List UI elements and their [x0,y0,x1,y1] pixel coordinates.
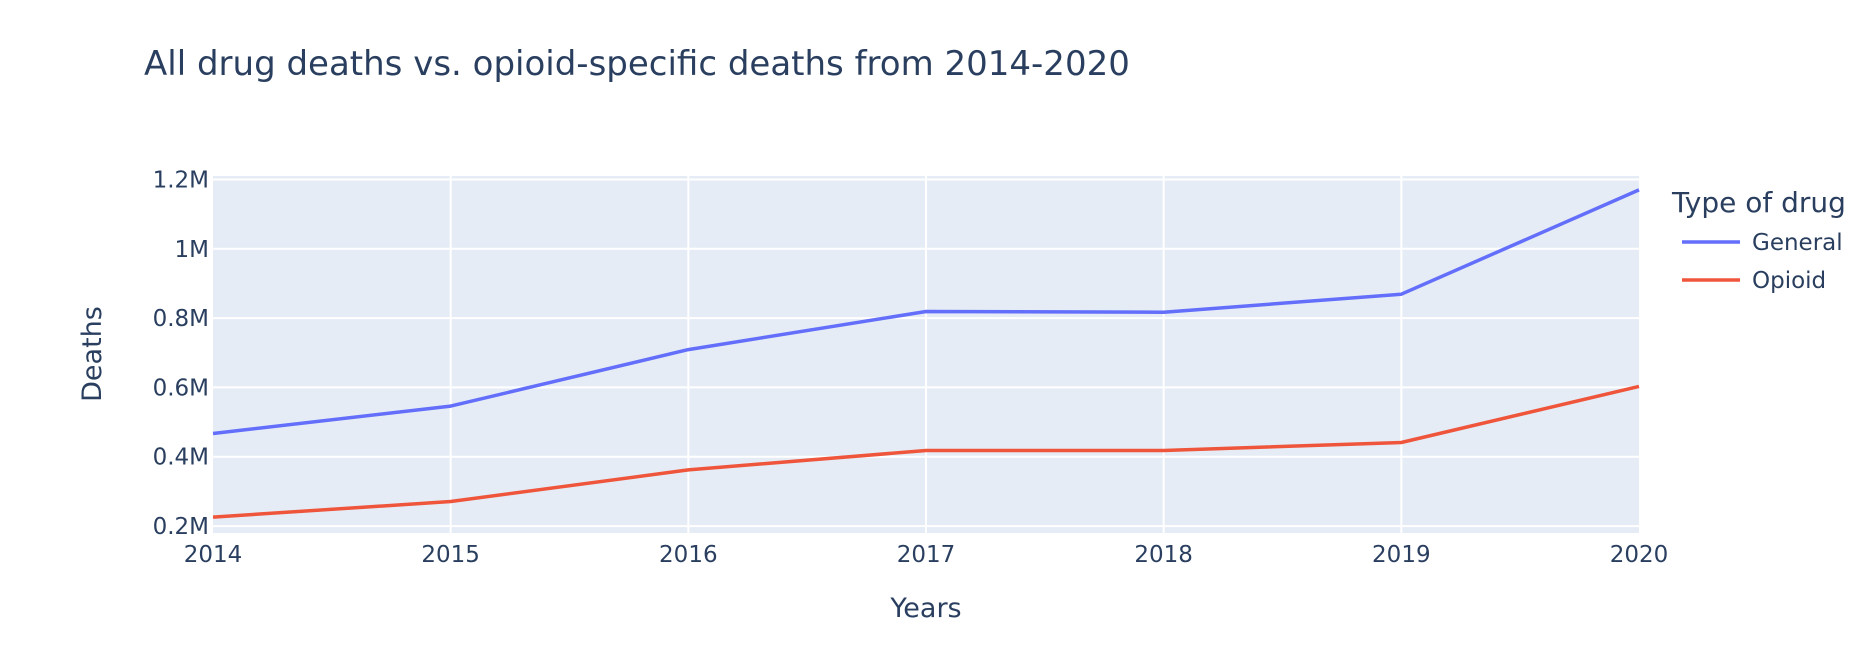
x-tick-label: 2015 [421,542,480,568]
x-axis-ticks: 2014 2015 2016 2017 2018 2019 2020 [184,542,1669,568]
y-tick-label: 0.6M [153,375,209,401]
x-tick-label: 2017 [897,542,956,568]
x-axis-title: Years [889,593,961,624]
x-tick-label: 2020 [1610,542,1669,568]
y-tick-label: 0.2M [153,514,209,540]
x-tick-label: 2016 [659,542,718,568]
y-axis-title: Deaths [77,306,108,402]
y-tick-label: 0.4M [153,445,209,471]
legend: Type of drug General Opioid [1671,186,1846,294]
legend-label-general: General [1752,230,1843,256]
legend-label-opioid: Opioid [1752,268,1826,294]
legend-title: Type of drug [1671,186,1846,219]
x-tick-label: 2019 [1372,542,1431,568]
grid-lines [213,176,1639,533]
y-tick-label: 0.8M [153,306,209,332]
x-tick-label: 2014 [184,542,243,568]
y-tick-label: 1M [175,237,209,263]
series-line-opioid [212,384,1640,519]
series-line-general [212,188,1640,436]
chart-title: All drug deaths vs. opioid-specific deat… [144,44,1130,84]
y-tick-label: 1.2M [153,167,209,193]
series-lines [212,188,1640,519]
x-tick-label: 2018 [1134,542,1193,568]
y-axis-ticks: 0.2M 0.4M 0.6M 0.8M 1M 1.2M [153,167,209,540]
